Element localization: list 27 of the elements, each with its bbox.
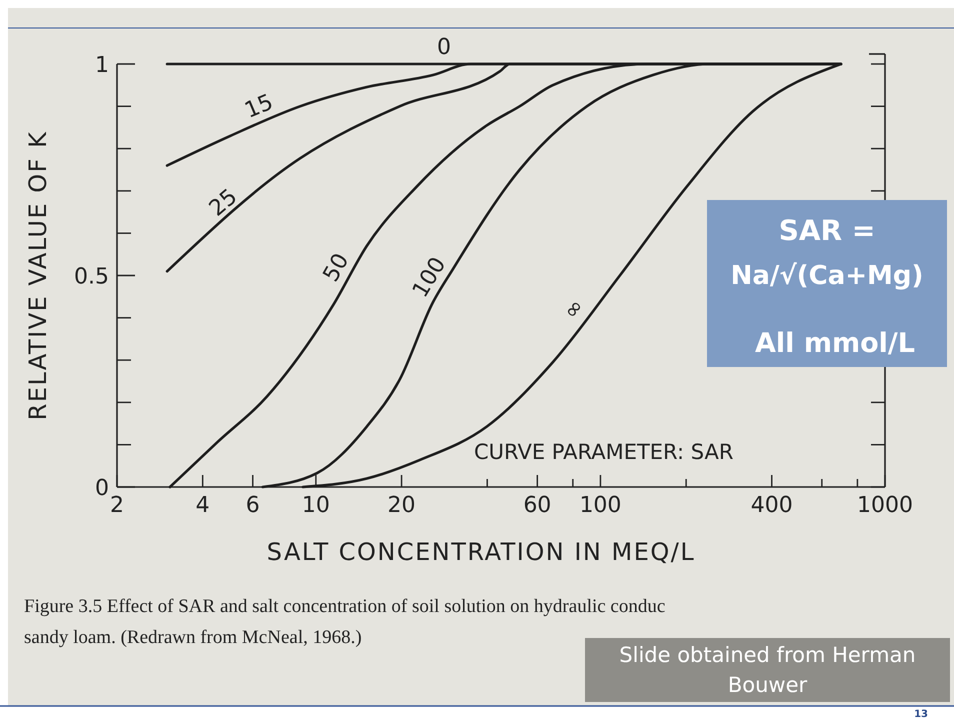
- x-tick-label: 6: [246, 493, 260, 518]
- text: 50: [318, 249, 354, 286]
- x-axis-title: SALT CONCENTRATION IN MEQ/L: [266, 538, 696, 566]
- text: 13: [914, 709, 928, 720]
- annotation: Na/√(Ca+Mg): [730, 261, 924, 291]
- x-tick-label: 4: [196, 493, 210, 518]
- y-tick-label: 0.5: [74, 264, 109, 290]
- annotation: All mmol/L: [755, 328, 915, 359]
- text: 15: [241, 90, 277, 124]
- x-tick-label: 60: [523, 493, 552, 518]
- x-tick-label: 2: [110, 493, 124, 518]
- text: ∞: [558, 294, 590, 324]
- text: 25: [204, 184, 242, 222]
- x-tick-label: 400: [750, 493, 793, 518]
- annotation: SAR =: [778, 214, 876, 247]
- series-label: 0: [437, 35, 452, 60]
- y-axis-title: RELATIVE VALUE OF K: [24, 130, 52, 420]
- caption: Figure 3.5 Effect of SAR and salt concentration of soil solution on hydraulic conduc: [24, 596, 666, 617]
- y-tick-label: 0: [95, 476, 109, 501]
- y-tick-label: 1: [95, 53, 109, 78]
- text: Slide obtained from Herman Bouwer: [585, 638, 950, 702]
- x-tick-label: 1000: [857, 493, 913, 518]
- x-tick-label: 10: [302, 493, 330, 518]
- x-tick-label: 100: [579, 493, 622, 518]
- annotation: CURVE PARAMETER: SAR: [474, 440, 734, 464]
- text: sandy loam. (Redrawn from McNeal, 1968.): [24, 627, 362, 648]
- x-tick-label: 20: [388, 493, 416, 518]
